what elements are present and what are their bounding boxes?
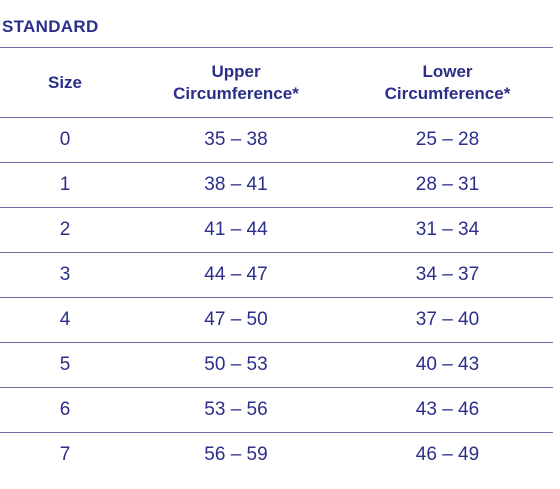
table-row: 2 41 – 44 31 – 34 [0,207,553,253]
cell-size: 5 [0,342,130,388]
table-row: 1 38 – 41 28 – 31 [0,162,553,208]
cell-size: 7 [0,432,130,477]
cell-lower: 40 – 43 [342,342,553,388]
cell-lower: 43 – 46 [342,387,553,433]
table-row: 3 44 – 47 34 – 37 [0,252,553,298]
cell-size: 0 [0,117,130,163]
header-lower-line1: Lower [422,61,473,81]
cell-lower: 25 – 28 [342,117,553,163]
cell-size: 1 [0,162,130,208]
cell-lower: 46 – 49 [342,432,553,477]
section-title: STANDARD [2,17,99,36]
cell-upper: 38 – 41 [130,162,342,208]
header-upper-line1: Upper [211,61,261,81]
cell-upper: 47 – 50 [130,297,342,343]
header-size-label: Size [47,72,83,92]
cell-upper: 56 – 59 [130,432,342,477]
cell-size: 2 [0,207,130,253]
table-row: 5 50 – 53 40 – 43 [0,342,553,388]
size-chart-table: Size Upper Circumference* Lower Circumfe… [0,47,553,477]
header-lower-line2: Circumference* [384,83,511,103]
cell-lower: 28 – 31 [342,162,553,208]
cell-size: 3 [0,252,130,298]
header-upper-line2: Circumference* [173,83,299,103]
table-row: 7 56 – 59 46 – 49 [0,432,553,477]
cell-lower: 37 – 40 [342,297,553,343]
cell-size: 6 [0,387,130,433]
table-row: 6 53 – 56 43 – 46 [0,387,553,433]
cell-upper: 35 – 38 [130,117,342,163]
cell-upper: 53 – 56 [130,387,342,433]
cell-upper: 41 – 44 [130,207,342,253]
cell-upper: 50 – 53 [130,342,342,388]
cell-lower: 31 – 34 [342,207,553,253]
cell-upper: 44 – 47 [130,252,342,298]
cell-size: 4 [0,297,130,343]
table-row: 4 47 – 50 37 – 40 [0,297,553,343]
header-upper-circumference: Upper Circumference* [130,47,342,118]
header-size: Size [0,47,130,118]
table-row: 0 35 – 38 25 – 28 [0,117,553,163]
header-lower-circumference: Lower Circumference* [342,47,553,118]
cell-lower: 34 – 37 [342,252,553,298]
table-header-row: Size Upper Circumference* Lower Circumfe… [0,47,553,118]
